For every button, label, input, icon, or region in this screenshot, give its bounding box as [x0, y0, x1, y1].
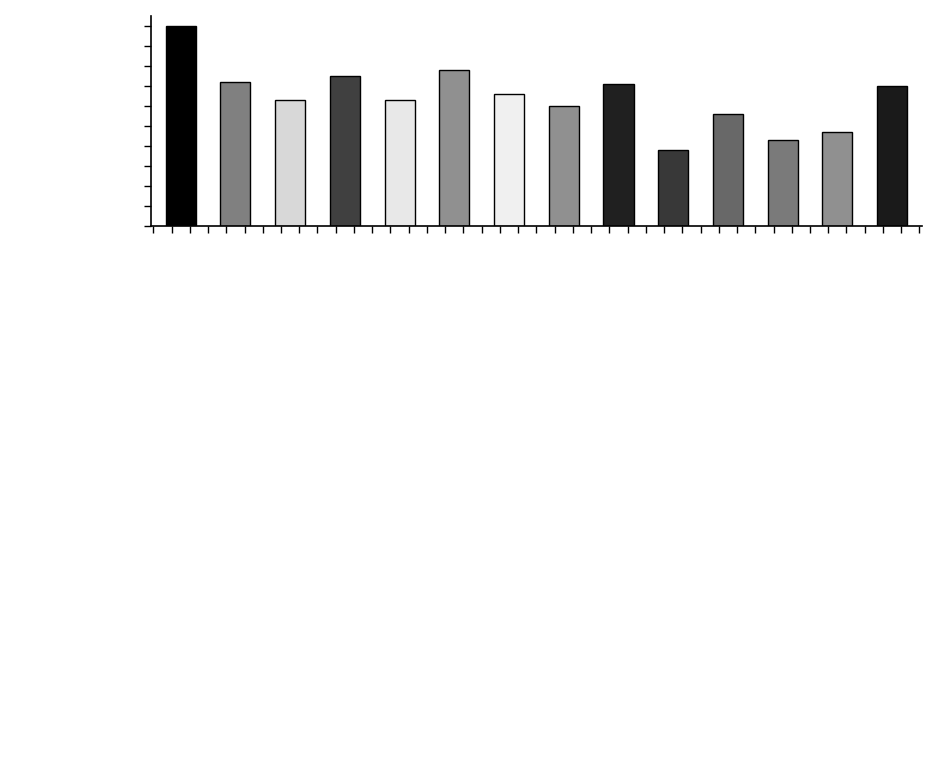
Bar [768, 139, 798, 226]
Bar [439, 69, 470, 226]
Bar [166, 26, 196, 226]
Bar [275, 100, 305, 226]
Bar [220, 82, 250, 226]
Bar [822, 131, 853, 226]
Bar [549, 106, 579, 226]
Bar [603, 83, 633, 226]
Bar [329, 75, 359, 226]
Bar [385, 100, 415, 226]
Bar [494, 93, 524, 226]
Bar [658, 149, 688, 226]
Bar [877, 86, 907, 226]
Bar [713, 114, 743, 226]
